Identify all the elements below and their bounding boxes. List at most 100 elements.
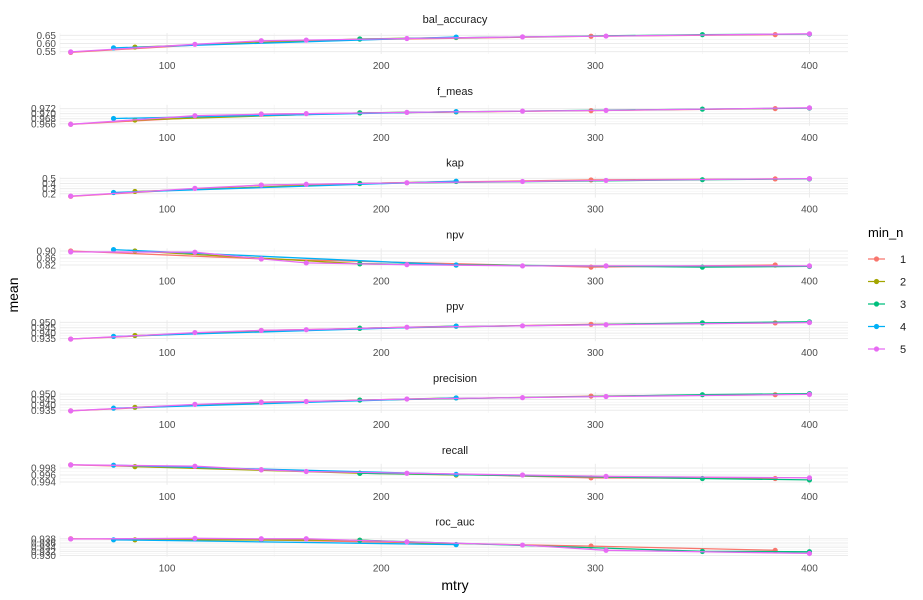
legend-label: 5: [900, 344, 906, 356]
panel-background: [60, 176, 848, 198]
y-tick-label: 0.945: [31, 395, 56, 406]
legend-item-1: 1: [868, 254, 906, 266]
y-tick-label: 0.940: [31, 400, 56, 411]
x-tick-label: 300: [587, 348, 604, 359]
x-tick-label: 400: [801, 276, 818, 287]
x-tick-label: 200: [373, 276, 390, 287]
x-tick-label: 100: [159, 133, 176, 144]
y-tick-label: 0.935: [31, 334, 56, 345]
data-point: [519, 263, 526, 269]
facet-panel-bal-accuracy: bal_accuracy 0.550.600.65 100 200 300 400: [37, 14, 848, 72]
y-tick-label: 0.940: [31, 329, 56, 340]
y-tick-label: 0.86: [37, 254, 57, 265]
data-point: [192, 329, 198, 336]
data-point: [258, 111, 264, 117]
data-point: [519, 323, 526, 329]
legend-item-5: 5: [868, 344, 906, 356]
x-tick-label: 100: [159, 61, 176, 72]
data-point: [258, 256, 264, 262]
data-point: [453, 34, 459, 40]
x-tick-label: 200: [373, 564, 390, 575]
y-tick-label: 0.55: [37, 47, 57, 58]
x-tick-label: 200: [373, 61, 390, 72]
panel-background: [60, 104, 848, 126]
data-point: [772, 475, 778, 482]
facet-title: roc_auc: [435, 517, 475, 529]
y-tick-label: 0.934: [31, 543, 56, 554]
x-tick-label: 300: [587, 61, 604, 72]
data-point: [303, 327, 309, 333]
y-tick-label: 0.966: [31, 119, 56, 130]
data-point: [404, 470, 410, 476]
facet-title: kap: [446, 158, 464, 170]
data-point: [404, 180, 410, 186]
x-tick-label: 400: [801, 133, 818, 144]
legend-key-point: [873, 278, 880, 285]
legend: min_n 1 2 3 4 5: [868, 225, 906, 356]
data-point: [303, 111, 309, 117]
x-axis-title: mtry: [441, 577, 468, 593]
legend-key-point: [873, 301, 880, 307]
y-tick-label: 0.994: [31, 478, 56, 489]
data-point: [519, 395, 526, 401]
x-tick-label: 300: [587, 133, 604, 144]
y-tick-label: 0.2: [42, 189, 56, 200]
y-tick-label: 0.950: [31, 390, 56, 401]
x-tick-label: 400: [801, 492, 818, 503]
facet-panel-npv: npv 0.820.860.90 100 200 300 400: [37, 229, 848, 287]
series-line-min-n-5: [70, 393, 810, 412]
x-tick-label: 100: [159, 420, 176, 431]
data-point: [806, 319, 813, 326]
data-point: [519, 108, 526, 114]
data-point: [192, 113, 198, 119]
x-tick-label: 200: [373, 133, 390, 144]
x-tick-label: 200: [373, 492, 390, 503]
data-point: [68, 193, 74, 199]
data-point: [68, 462, 74, 468]
data-point: [603, 177, 609, 184]
facet-title: bal_accuracy: [423, 14, 488, 26]
x-tick-label: 300: [587, 420, 604, 431]
data-point: [404, 35, 410, 42]
data-point: [806, 31, 813, 37]
x-tick-label: 400: [801, 348, 818, 359]
legend-key-point: [873, 323, 880, 330]
y-tick-label: 0.5: [42, 174, 56, 185]
data-point: [519, 178, 526, 185]
data-point: [303, 468, 309, 475]
y-tick-label: 0.932: [31, 547, 56, 558]
x-tick-label: 100: [159, 276, 176, 287]
data-point: [258, 327, 264, 334]
x-tick-label: 400: [801, 61, 818, 72]
data-point: [603, 393, 609, 400]
data-point: [192, 463, 198, 469]
data-point: [404, 324, 410, 330]
legend-item-2: 2: [868, 277, 906, 289]
legend-item-3: 3: [868, 299, 906, 311]
data-point: [110, 189, 117, 196]
y-tick-label: 0.930: [31, 551, 56, 562]
data-point: [603, 322, 609, 328]
legend-label: 4: [900, 322, 906, 334]
data-point: [806, 391, 813, 397]
x-tick-label: 100: [159, 564, 176, 575]
facet-title: npv: [446, 229, 464, 241]
legend-label: 1: [900, 254, 906, 266]
data-point: [806, 176, 813, 182]
data-point: [68, 336, 74, 342]
data-point: [68, 408, 74, 414]
x-tick-label: 300: [587, 564, 604, 575]
data-point: [404, 109, 410, 115]
series-line-min-n-5: [70, 177, 810, 197]
series-line-min-n-5: [70, 537, 810, 555]
legend-label: 3: [900, 299, 906, 311]
y-tick-label: 0.90: [37, 247, 57, 258]
y-tick-label: 0.950: [31, 318, 56, 329]
data-point: [68, 536, 74, 542]
data-point: [110, 115, 117, 122]
data-point: [303, 398, 309, 405]
